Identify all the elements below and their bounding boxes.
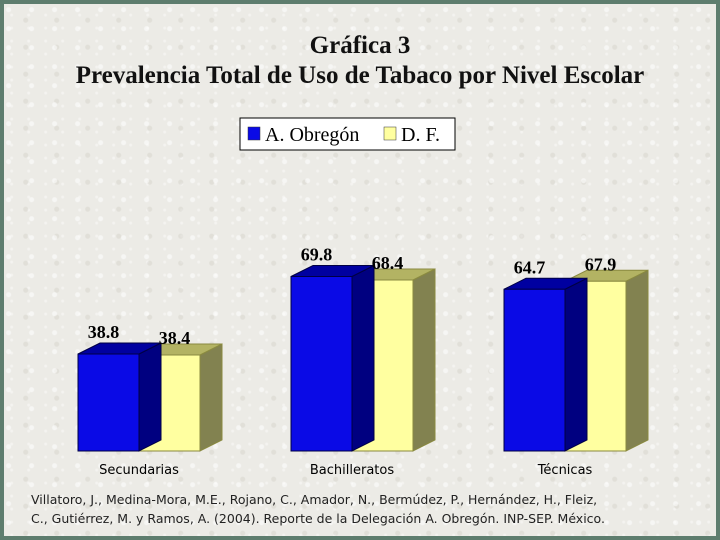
source-citation: Villatoro, J., Medina-Mora, M.E., Rojano… bbox=[31, 490, 701, 528]
legend-item-df: D. F. bbox=[383, 124, 440, 146]
bar-obregon-1 bbox=[290, 264, 375, 452]
category-label-1: Bachilleratos bbox=[310, 463, 394, 478]
bar-side bbox=[199, 343, 223, 452]
bar-side bbox=[412, 268, 436, 452]
legend: A. Obregón D. F. bbox=[239, 117, 456, 151]
data-label-df-2: 67.9 bbox=[585, 254, 617, 274]
chart-title: Gráfica 3 Prevalencia Total de Uso de Ta… bbox=[4, 31, 716, 91]
citation-line1: Villatoro, J., Medina-Mora, M.E., Rojano… bbox=[31, 492, 598, 507]
legend-box bbox=[239, 117, 456, 151]
bar-group-2 bbox=[503, 269, 649, 452]
legend-swatch bbox=[383, 126, 397, 141]
bar-group-1 bbox=[290, 264, 436, 452]
category-label-0: Secundarias bbox=[99, 463, 179, 478]
bar-obregon-2 bbox=[503, 277, 588, 452]
legend-label: A. Obregón bbox=[265, 124, 359, 146]
legend-item-obregon: A. Obregón bbox=[247, 124, 359, 146]
data-label-obregon-0: 38.8 bbox=[88, 322, 120, 342]
bar-obregon-0 bbox=[77, 342, 162, 452]
legend-swatch bbox=[247, 126, 261, 141]
bar-front bbox=[503, 288, 566, 452]
data-label-df-0: 38.4 bbox=[159, 328, 191, 348]
bar-side bbox=[138, 342, 162, 452]
bar-front bbox=[290, 276, 353, 452]
legend-label: D. F. bbox=[401, 124, 440, 146]
bar-side bbox=[564, 277, 588, 452]
data-label-obregon-1: 69.8 bbox=[301, 245, 333, 265]
bar-group-0 bbox=[77, 342, 223, 452]
bar-side bbox=[351, 264, 375, 452]
chart-title-line2: Prevalencia Total de Uso de Tabaco por N… bbox=[75, 62, 645, 89]
bar-front bbox=[77, 353, 140, 452]
category-label-2: Técnicas bbox=[537, 463, 593, 478]
chart-title-line1: Gráfica 3 bbox=[309, 32, 411, 59]
bar-side bbox=[625, 269, 649, 452]
data-label-obregon-2: 64.7 bbox=[514, 257, 546, 277]
citation-line2: C., Gutiérrez, M. y Ramos, A. (2004). Re… bbox=[31, 511, 605, 526]
data-label-df-1: 68.4 bbox=[372, 253, 404, 273]
